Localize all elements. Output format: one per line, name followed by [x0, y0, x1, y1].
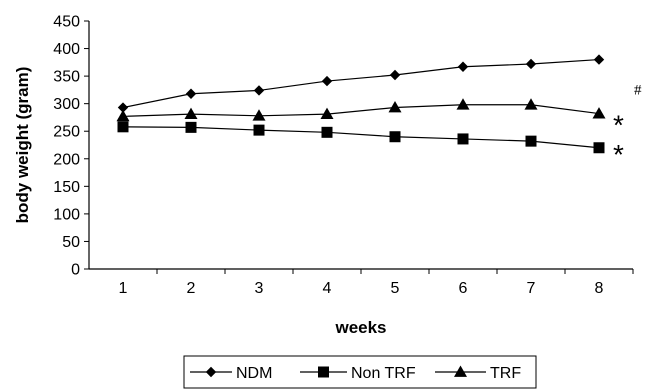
data-point — [321, 126, 333, 138]
series-line — [122, 104, 600, 117]
data-point — [525, 135, 537, 147]
x-tick-label: 6 — [459, 280, 468, 297]
series-group — [116, 54, 606, 154]
x-tick-label: 5 — [391, 280, 400, 297]
legend-marker — [205, 366, 217, 378]
data-point — [525, 58, 537, 70]
y-tick-label: 50 — [62, 234, 80, 251]
x-tick-label: 2 — [187, 280, 196, 297]
axes — [88, 21, 633, 270]
y-tick-label: 300 — [53, 96, 80, 113]
data-point — [253, 85, 265, 96]
x-tick-label: 7 — [527, 280, 536, 297]
legend-marker — [454, 365, 467, 377]
data-point — [320, 107, 334, 120]
y-ticks: 0 50 100 150 200 250 300 350 400 450 — [53, 14, 89, 279]
data-point — [185, 88, 197, 99]
legend-label: NDM — [236, 365, 272, 382]
series-line — [122, 126, 600, 149]
annotations: * # * — [613, 83, 642, 170]
data-point — [321, 75, 333, 87]
annotation-hash: # — [634, 83, 642, 99]
data-point — [389, 131, 401, 143]
data-point — [593, 142, 605, 154]
legend-item-ndm: NDM — [190, 365, 272, 382]
data-point — [185, 121, 197, 133]
legend: NDM Non TRF TRF — [183, 355, 537, 389]
y-tick-label: 200 — [53, 151, 80, 168]
y-axis-label: body weight (gram) — [13, 67, 32, 224]
legend-label: TRF — [490, 365, 521, 382]
x-tick-label: 3 — [255, 280, 264, 297]
data-point — [184, 107, 198, 120]
data-point — [388, 101, 402, 113]
series-ndm — [117, 54, 605, 113]
legend-item-non-trf: Non TRF — [300, 365, 416, 382]
annotation-star: * — [613, 139, 624, 170]
x-ticks: 1 2 3 4 5 6 7 8 — [119, 269, 634, 297]
legend-label: Non TRF — [351, 365, 416, 382]
data-point — [592, 107, 606, 119]
data-point — [117, 102, 129, 113]
data-point — [456, 98, 470, 110]
legend-item-trf: TRF — [435, 365, 521, 382]
legend-box — [183, 355, 537, 389]
annotation-star: * — [613, 110, 624, 141]
y-tick-label: 400 — [53, 41, 80, 58]
data-point — [252, 109, 266, 121]
y-tick-label: 100 — [53, 206, 80, 223]
data-point — [117, 121, 129, 133]
data-point — [116, 109, 130, 122]
x-tick-label: 1 — [119, 280, 128, 297]
x-tick-label: 8 — [595, 280, 604, 297]
series-trf — [116, 98, 606, 122]
data-point — [389, 69, 401, 81]
y-tick-label: 350 — [53, 69, 80, 86]
data-point — [524, 98, 538, 110]
data-point — [593, 54, 605, 65]
data-point — [457, 133, 469, 145]
series-non-trf — [117, 121, 605, 154]
x-tick-label: 4 — [323, 280, 332, 297]
y-tick-label: 250 — [53, 124, 80, 141]
legend-marker — [318, 366, 329, 378]
data-point — [253, 124, 265, 136]
x-axis-label: weeks — [334, 318, 386, 337]
y-tick-label: 150 — [53, 179, 80, 196]
data-point — [457, 61, 469, 72]
y-tick-label: 0 — [71, 262, 80, 279]
y-tick-label: 450 — [53, 14, 80, 31]
series-line — [122, 58, 600, 109]
